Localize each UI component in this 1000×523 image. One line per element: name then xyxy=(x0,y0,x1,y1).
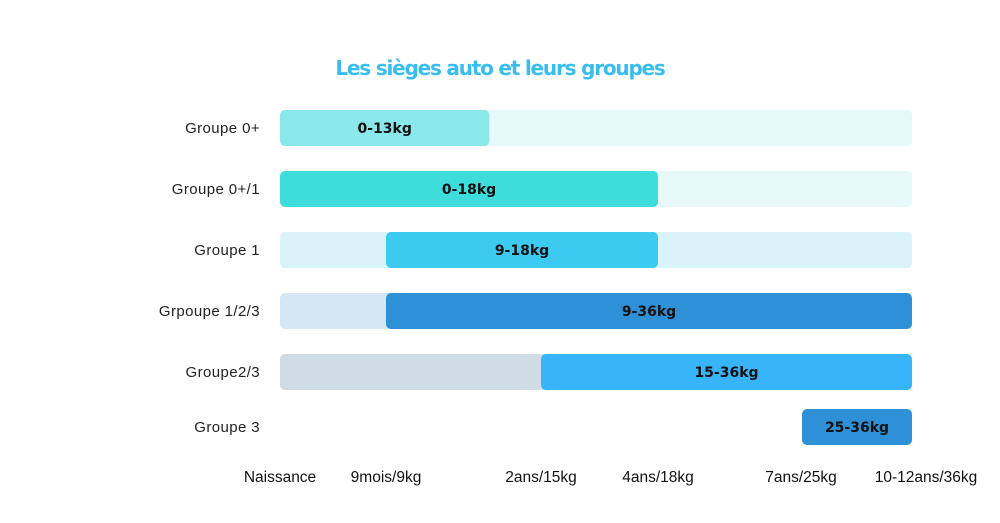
range-bar xyxy=(541,354,912,390)
row-label: Groupe 0+ xyxy=(185,120,260,137)
x-tick-label: Naissance xyxy=(244,469,316,486)
x-tick-label: 10-12ans/36kg xyxy=(875,469,978,486)
bar-value-label: 15-36kg xyxy=(694,365,758,381)
bar-value-label: 0-13kg xyxy=(357,121,411,137)
x-tick-label: 9mois/9kg xyxy=(351,469,422,486)
chart-row: Groupe 3 25-36kg xyxy=(194,409,912,445)
chart-row: Groupe 1 9-18kg xyxy=(194,232,912,268)
chart-row: Groupe2/3 15-36kg xyxy=(186,354,912,390)
x-tick-label: 4ans/18kg xyxy=(622,469,694,486)
bar-value-label: 25-36kg xyxy=(825,420,889,436)
chart-row: Groupe 0+/1 0-18kg xyxy=(172,171,912,207)
range-bar xyxy=(386,293,912,329)
bar-value-label: 9-18kg xyxy=(495,243,549,259)
chart-row: Groupe 0+ 0-13kg xyxy=(185,110,912,146)
row-label: Groupe 3 xyxy=(194,419,260,436)
row-label: Grpoupe 1/2/3 xyxy=(159,303,260,320)
chart-row: Grpoupe 1/2/3 9-36kg xyxy=(159,293,912,329)
x-tick-label: 2ans/15kg xyxy=(505,469,577,486)
row-label: Groupe 0+/1 xyxy=(172,181,260,198)
range-bar xyxy=(280,171,658,207)
row-label: Groupe2/3 xyxy=(186,364,260,381)
chart-title: Les sièges auto et leurs groupes xyxy=(335,56,665,80)
bar-value-label: 0-18kg xyxy=(442,182,496,198)
x-tick-label: 7ans/25kg xyxy=(765,469,837,486)
bar-value-label: 9-36kg xyxy=(622,304,676,320)
range-bar xyxy=(802,409,912,445)
range-bar xyxy=(280,110,490,146)
range-bar xyxy=(386,232,658,268)
row-label: Groupe 1 xyxy=(194,242,260,259)
